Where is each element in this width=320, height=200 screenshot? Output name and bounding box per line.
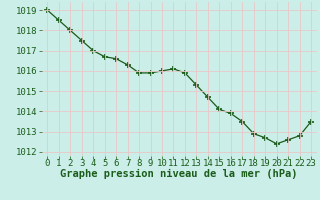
- X-axis label: Graphe pression niveau de la mer (hPa): Graphe pression niveau de la mer (hPa): [60, 169, 298, 179]
